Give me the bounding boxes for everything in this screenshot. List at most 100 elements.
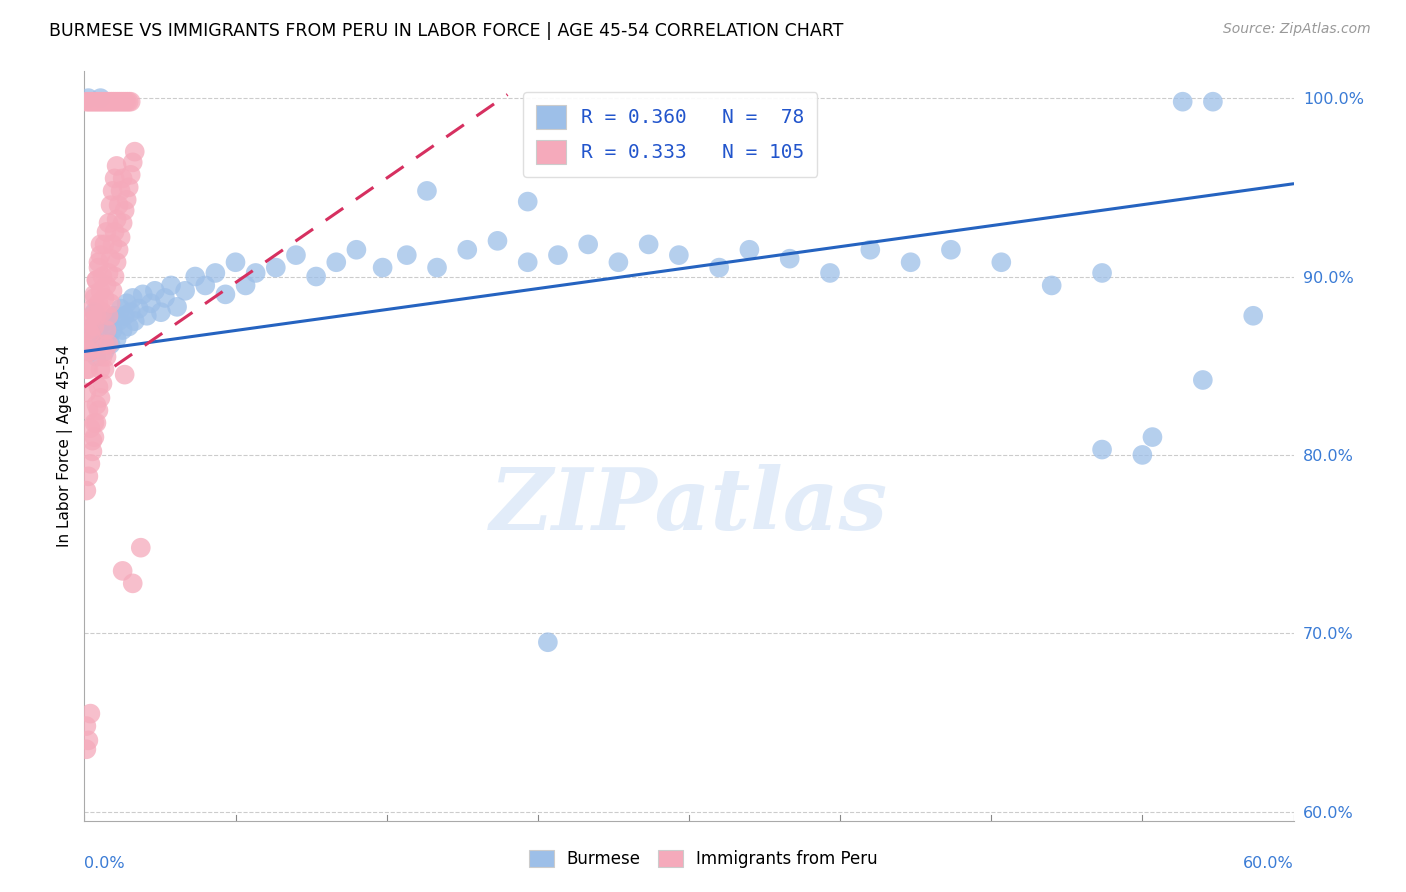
Point bbox=[75, 742, 97, 756]
Point bbox=[87, 380, 110, 394]
Point bbox=[77, 362, 100, 376]
Point bbox=[101, 323, 124, 337]
Point bbox=[87, 296, 110, 310]
Point bbox=[120, 305, 142, 319]
Point bbox=[93, 337, 115, 351]
Point bbox=[149, 305, 172, 319]
Point bbox=[96, 225, 118, 239]
Point bbox=[118, 180, 141, 194]
Point bbox=[107, 198, 129, 212]
Point bbox=[990, 255, 1012, 269]
Point bbox=[75, 719, 97, 733]
Point bbox=[91, 305, 114, 319]
Point bbox=[77, 332, 100, 346]
Point bbox=[97, 95, 120, 109]
Point bbox=[120, 168, 142, 182]
Point bbox=[166, 300, 188, 314]
Point bbox=[97, 314, 120, 328]
Point bbox=[371, 260, 394, 275]
Point bbox=[104, 171, 127, 186]
Point bbox=[79, 326, 101, 341]
Text: ZIPatlas: ZIPatlas bbox=[489, 464, 889, 548]
Point bbox=[97, 337, 120, 351]
Point bbox=[818, 266, 841, 280]
Point bbox=[105, 159, 128, 173]
Point bbox=[89, 284, 111, 298]
Point bbox=[107, 243, 129, 257]
Point bbox=[1202, 95, 1225, 109]
Point bbox=[89, 391, 111, 405]
Point bbox=[225, 255, 247, 269]
Point bbox=[1142, 430, 1164, 444]
Point bbox=[110, 95, 132, 109]
Point bbox=[101, 184, 124, 198]
Point bbox=[97, 309, 120, 323]
Point bbox=[101, 284, 124, 298]
Point bbox=[124, 314, 146, 328]
Point bbox=[75, 95, 97, 109]
Point bbox=[128, 301, 150, 316]
Point bbox=[204, 266, 226, 280]
Point bbox=[104, 95, 127, 109]
Point bbox=[105, 95, 128, 109]
Point bbox=[114, 95, 136, 109]
Point bbox=[91, 269, 114, 284]
Point bbox=[79, 344, 101, 359]
Point bbox=[77, 403, 100, 417]
Point bbox=[184, 269, 207, 284]
Point bbox=[100, 198, 122, 212]
Point bbox=[100, 337, 122, 351]
Point bbox=[89, 91, 111, 105]
Point bbox=[83, 291, 105, 305]
Point bbox=[118, 95, 141, 109]
Point bbox=[83, 95, 105, 109]
Point bbox=[194, 278, 217, 293]
Text: 0.0%: 0.0% bbox=[84, 856, 125, 871]
Point bbox=[115, 95, 138, 109]
Point bbox=[121, 576, 143, 591]
Point bbox=[1132, 448, 1154, 462]
Point bbox=[96, 350, 118, 364]
Point bbox=[416, 184, 439, 198]
Point bbox=[83, 305, 105, 319]
Point bbox=[110, 301, 132, 316]
Point bbox=[91, 95, 114, 109]
Point bbox=[576, 237, 599, 252]
Point bbox=[83, 287, 105, 301]
Point bbox=[93, 95, 115, 109]
Point bbox=[105, 255, 128, 269]
Point bbox=[96, 95, 118, 109]
Point bbox=[1171, 95, 1194, 109]
Point bbox=[75, 362, 97, 376]
Point bbox=[264, 260, 287, 275]
Point bbox=[105, 212, 128, 227]
Point bbox=[456, 243, 478, 257]
Point bbox=[516, 255, 538, 269]
Point bbox=[82, 95, 104, 109]
Point bbox=[75, 341, 97, 355]
Point bbox=[79, 95, 101, 109]
Text: BURMESE VS IMMIGRANTS FROM PERU IN LABOR FORCE | AGE 45-54 CORRELATION CHART: BURMESE VS IMMIGRANTS FROM PERU IN LABOR… bbox=[49, 22, 844, 40]
Point bbox=[395, 248, 418, 262]
Point bbox=[100, 95, 122, 109]
Point bbox=[110, 230, 132, 244]
Point bbox=[285, 248, 308, 262]
Point bbox=[120, 95, 142, 109]
Point bbox=[114, 203, 136, 218]
Point bbox=[87, 255, 110, 269]
Point bbox=[124, 145, 146, 159]
Point bbox=[79, 344, 101, 359]
Point bbox=[77, 469, 100, 483]
Point bbox=[75, 483, 97, 498]
Point bbox=[132, 287, 155, 301]
Point bbox=[83, 319, 105, 334]
Point bbox=[637, 237, 659, 252]
Point bbox=[97, 266, 120, 280]
Point bbox=[1091, 266, 1114, 280]
Point bbox=[101, 237, 124, 252]
Text: Source: ZipAtlas.com: Source: ZipAtlas.com bbox=[1223, 22, 1371, 37]
Point bbox=[83, 430, 105, 444]
Point bbox=[96, 323, 118, 337]
Point bbox=[607, 255, 630, 269]
Y-axis label: In Labor Force | Age 45-54: In Labor Force | Age 45-54 bbox=[58, 345, 73, 547]
